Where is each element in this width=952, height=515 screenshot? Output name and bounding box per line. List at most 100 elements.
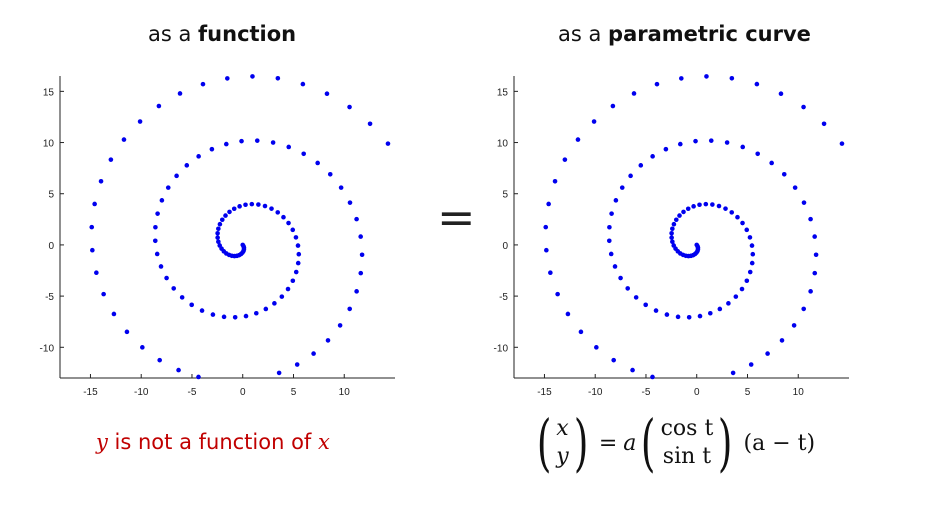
data-point <box>240 242 246 248</box>
data-point <box>625 286 631 291</box>
data-point <box>285 286 291 292</box>
y-tick-label: 5 <box>502 190 508 201</box>
data-point <box>729 76 735 81</box>
data-point <box>337 323 343 328</box>
data-point <box>654 81 660 87</box>
y-tick-label: 15 <box>497 87 509 98</box>
data-point <box>253 310 259 316</box>
data-point <box>677 213 682 218</box>
data-point <box>631 91 637 96</box>
data-point <box>628 173 633 179</box>
data-point <box>670 239 675 245</box>
data-point <box>293 269 299 275</box>
data-point <box>681 209 686 215</box>
data-point <box>781 171 787 177</box>
data-point <box>552 178 558 184</box>
data-point <box>354 289 359 294</box>
data-point <box>254 138 260 143</box>
data-point <box>221 314 227 320</box>
data-point <box>618 275 623 281</box>
chart-title-left: as a function <box>148 22 296 46</box>
data-point <box>663 146 669 152</box>
equals-sign: = <box>437 190 476 244</box>
data-point <box>669 235 674 240</box>
data-point <box>609 211 614 216</box>
data-point <box>607 224 612 230</box>
data-point <box>704 74 709 79</box>
data-point <box>643 302 648 308</box>
caption-y: y <box>96 430 108 454</box>
data-point <box>184 163 190 168</box>
data-point <box>707 310 713 316</box>
data-point <box>301 151 306 157</box>
data-point <box>217 221 223 227</box>
y-tick-label: 5 <box>48 190 54 201</box>
data-point <box>155 211 160 216</box>
y-tick-label: -10 <box>40 343 55 354</box>
data-point <box>839 141 845 146</box>
data-point <box>243 202 248 208</box>
data-point <box>801 200 807 205</box>
data-point <box>179 295 185 300</box>
left-paren: ( <box>536 406 552 479</box>
y-tick-label: -10 <box>494 343 509 354</box>
data-point <box>694 242 700 248</box>
data-point <box>633 295 639 300</box>
data-point <box>801 104 806 110</box>
data-point <box>555 291 560 297</box>
data-point <box>210 312 216 317</box>
data-point <box>664 312 670 317</box>
data-point <box>808 289 813 294</box>
data-point <box>669 230 674 236</box>
data-point <box>778 91 784 97</box>
data-point <box>565 311 571 317</box>
data-point <box>717 306 723 312</box>
data-point <box>697 202 702 208</box>
data-point <box>300 81 306 87</box>
data-point <box>354 216 359 222</box>
data-point <box>196 374 201 380</box>
data-point <box>792 185 798 190</box>
data-point <box>754 81 760 87</box>
right-paren-2: ) <box>718 406 733 479</box>
data-point <box>275 76 281 81</box>
data-point <box>108 157 114 162</box>
data-point <box>691 204 696 209</box>
data-point <box>821 121 827 127</box>
data-point <box>90 247 95 253</box>
data-point <box>677 141 683 147</box>
data-point <box>611 357 616 363</box>
data-point <box>697 313 703 319</box>
data-point <box>723 206 728 211</box>
chart-title-right: as a parametric curve <box>558 22 811 46</box>
y-tick-label: 0 <box>48 241 54 252</box>
data-point <box>324 91 330 97</box>
y-tick-label: -5 <box>45 292 54 303</box>
data-point <box>293 235 299 240</box>
data-point <box>189 302 194 308</box>
caption: y is not a function of x <box>96 430 330 454</box>
data-point <box>111 311 117 317</box>
x-tick-label: 10 <box>339 387 351 398</box>
data-point <box>239 138 244 144</box>
data-point <box>225 76 230 81</box>
data-point <box>347 306 353 312</box>
data-point <box>612 264 618 269</box>
data-point <box>575 137 581 142</box>
data-point <box>739 286 745 292</box>
data-point <box>215 230 220 236</box>
lhs-top: x <box>556 416 569 441</box>
data-point <box>157 357 162 363</box>
y-tick-label: 10 <box>43 139 55 150</box>
data-point <box>227 209 232 215</box>
data-point <box>121 137 127 142</box>
data-point <box>276 370 282 376</box>
data-point <box>215 235 220 240</box>
data-point <box>171 286 177 291</box>
data-point <box>562 157 568 162</box>
data-point <box>295 243 301 248</box>
data-point <box>290 227 296 233</box>
data-point <box>223 141 229 147</box>
